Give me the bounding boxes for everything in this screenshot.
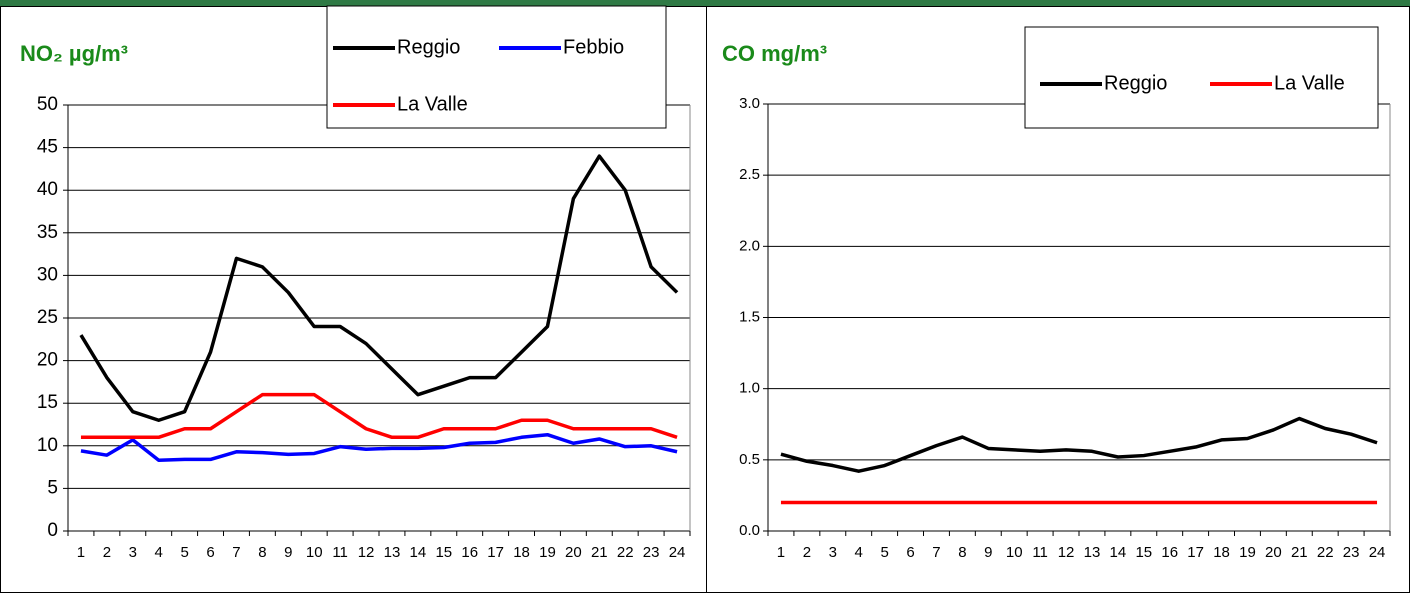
x-tick-label: 2 — [803, 544, 811, 561]
y-tick-label: 0.5 — [739, 451, 760, 468]
x-tick-label: 9 — [984, 544, 992, 561]
x-tick-label: 16 — [1161, 544, 1178, 561]
y-tick-label: 20 — [37, 350, 58, 371]
x-tick-label: 13 — [1084, 544, 1101, 561]
legend-label: Febbio — [563, 36, 624, 58]
y-tick-label: 0 — [47, 520, 58, 541]
x-tick-label: 19 — [539, 544, 556, 561]
x-tick-label: 8 — [258, 544, 266, 561]
x-tick-label: 12 — [1058, 544, 1075, 561]
x-tick-label: 11 — [332, 544, 348, 561]
y-tick-label: 2.0 — [739, 237, 760, 254]
legend-box — [1024, 26, 1379, 129]
x-tick-label: 21 — [591, 544, 608, 561]
legend-label: Reggio — [397, 36, 460, 58]
x-tick-label: 16 — [461, 544, 478, 561]
chart-title: CO mg/m³ — [722, 41, 827, 66]
x-tick-label: 21 — [1291, 544, 1308, 561]
y-tick-label: 35 — [37, 222, 58, 243]
x-tick-label: 1 — [777, 544, 785, 561]
chart-title: NO₂ µg/m³ — [20, 41, 128, 66]
y-tick-label: 2.5 — [739, 166, 760, 183]
x-tick-label: 22 — [1317, 544, 1334, 561]
y-tick-label: 5 — [47, 477, 58, 498]
x-tick-label: 5 — [880, 544, 888, 561]
x-tick-label: 3 — [129, 544, 137, 561]
x-tick-label: 14 — [410, 544, 427, 561]
x-tick-label: 17 — [1187, 544, 1204, 561]
x-tick-label: 6 — [206, 544, 214, 561]
x-tick-label: 24 — [1369, 544, 1386, 561]
x-tick-label: 15 — [435, 544, 452, 561]
x-tick-label: 2 — [103, 544, 111, 561]
x-tick-label: 22 — [617, 544, 634, 561]
y-tick-label: 25 — [37, 307, 58, 328]
y-tick-label: 3.0 — [739, 95, 760, 112]
series-line — [79, 154, 679, 422]
x-tick-label: 4 — [155, 544, 163, 561]
legend-box — [326, 5, 667, 129]
y-tick-label: 30 — [37, 264, 58, 285]
legend-label: La Valle — [397, 93, 468, 115]
series-line — [80, 392, 678, 440]
y-tick-label: 1.0 — [739, 380, 760, 397]
x-tick-label: 18 — [513, 544, 530, 561]
legend-label: Reggio — [1104, 72, 1167, 94]
x-tick-label: 23 — [643, 544, 660, 561]
x-tick-label: 4 — [855, 544, 863, 561]
x-tick-label: 7 — [932, 544, 940, 561]
x-tick-label: 17 — [487, 544, 504, 561]
x-tick-label: 10 — [1006, 544, 1023, 561]
header-bar — [0, 0, 1410, 6]
legend-label: La Valle — [1274, 72, 1345, 94]
x-tick-label: 24 — [669, 544, 686, 561]
x-tick-label: 3 — [829, 544, 837, 561]
x-tick-label: 12 — [358, 544, 375, 561]
series-line — [80, 432, 678, 463]
x-tick-label: 7 — [232, 544, 240, 561]
y-tick-label: 50 — [37, 94, 58, 115]
x-tick-label: 11 — [1032, 544, 1048, 561]
x-tick-label: 1 — [77, 544, 85, 561]
x-tick-label: 15 — [1135, 544, 1152, 561]
x-tick-label: 6 — [906, 544, 914, 561]
series-line — [780, 416, 1378, 473]
x-tick-label: 23 — [1343, 544, 1360, 561]
x-tick-label: 9 — [284, 544, 292, 561]
x-tick-label: 19 — [1239, 544, 1256, 561]
x-tick-label: 5 — [180, 544, 188, 561]
y-tick-label: 45 — [37, 137, 58, 158]
x-tick-label: 14 — [1110, 544, 1127, 561]
x-tick-label: 13 — [384, 544, 401, 561]
y-tick-label: 10 — [37, 435, 58, 456]
x-tick-label: 18 — [1213, 544, 1230, 561]
y-tick-label: 1.5 — [739, 308, 760, 325]
x-tick-label: 8 — [958, 544, 966, 561]
y-tick-label: 15 — [37, 392, 58, 413]
y-tick-label: 0.0 — [739, 522, 760, 539]
x-tick-label: 20 — [1265, 544, 1282, 561]
x-tick-label: 10 — [306, 544, 323, 561]
x-tick-label: 20 — [565, 544, 582, 561]
y-tick-label: 40 — [37, 179, 58, 200]
